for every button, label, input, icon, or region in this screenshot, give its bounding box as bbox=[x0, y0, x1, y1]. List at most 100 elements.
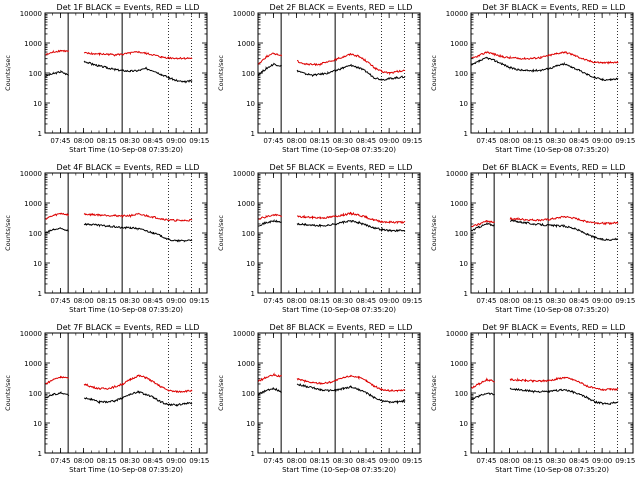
y-tick-label: 10 bbox=[33, 420, 42, 428]
plot-frame bbox=[257, 12, 421, 134]
x-tick-label: 08:45 bbox=[356, 457, 376, 465]
y-tick-label: 10000 bbox=[233, 330, 255, 338]
y-axis-label: Counts/sec bbox=[4, 55, 12, 91]
x-tick-label: 09:15 bbox=[615, 137, 635, 145]
series-line-events bbox=[471, 387, 619, 406]
x-tick-label: 08:45 bbox=[143, 297, 163, 305]
x-tick-label: 08:30 bbox=[120, 457, 140, 465]
chart-title: Det 8F BLACK = Events, RED = LLD bbox=[270, 323, 413, 332]
x-tick-label: 08:45 bbox=[569, 297, 589, 305]
detector-panel-4: Det 4F BLACK = Events, RED = LLD 1 10 100 10… bbox=[0, 160, 213, 320]
y-tick-label: 100 bbox=[29, 230, 42, 238]
chart-title: Det 5F BLACK = Events, RED = LLD bbox=[270, 163, 413, 172]
series-line-lld bbox=[45, 49, 193, 60]
x-tick-label: 09:00 bbox=[379, 457, 399, 465]
x-tick-label: 08:30 bbox=[333, 297, 353, 305]
y-tick-label: 10000 bbox=[20, 10, 42, 18]
x-tick-label: 08:00 bbox=[499, 457, 519, 465]
plot-frame bbox=[470, 332, 634, 454]
x-tick-label: 09:00 bbox=[592, 457, 612, 465]
series-line-lld bbox=[471, 50, 619, 65]
chart-svg: Det 2F BLACK = Events, RED = LLD 1 10 100 10… bbox=[217, 3, 422, 154]
y-axis-label: Counts/sec bbox=[430, 375, 438, 411]
x-tick-label: 07:45 bbox=[476, 297, 496, 305]
detector-panel-2: Det 2F BLACK = Events, RED = LLD 1 10 100 10… bbox=[213, 0, 426, 160]
detector-panel-8: Det 8F BLACK = Events, RED = LLD 1 10 100 10… bbox=[213, 320, 426, 480]
y-tick-label: 1000 bbox=[450, 200, 468, 208]
x-axis-label: Start Time (10-Sep-08 07:35:20) bbox=[282, 466, 396, 474]
x-tick-label: 07:45 bbox=[50, 297, 70, 305]
series-line-lld bbox=[45, 374, 193, 394]
x-tick-label: 09:00 bbox=[379, 137, 399, 145]
x-tick-label: 09:00 bbox=[166, 297, 186, 305]
series-line-lld bbox=[258, 52, 406, 76]
y-tick-label: 1000 bbox=[237, 200, 255, 208]
x-tick-label: 08:45 bbox=[143, 137, 163, 145]
series-line-events bbox=[45, 60, 193, 84]
chart-svg: Det 3F BLACK = Events, RED = LLD 1 10 100 10… bbox=[430, 3, 635, 154]
x-tick-label: 08:00 bbox=[73, 297, 93, 305]
y-tick-label: 1 bbox=[464, 450, 468, 458]
x-tick-label: 08:15 bbox=[523, 457, 543, 465]
y-tick-label: 1000 bbox=[237, 360, 255, 368]
chart-svg: Det 6F BLACK = Events, RED = LLD 1 10 100 10… bbox=[430, 163, 635, 314]
x-tick-label: 08:45 bbox=[356, 137, 376, 145]
x-tick-label: 09:15 bbox=[189, 297, 209, 305]
x-tick-label: 08:15 bbox=[97, 297, 117, 305]
x-axis-label: Start Time (10-Sep-08 07:35:20) bbox=[282, 146, 396, 154]
y-tick-label: 10 bbox=[33, 100, 42, 108]
x-tick-label: 08:00 bbox=[286, 137, 306, 145]
x-tick-label: 09:15 bbox=[615, 457, 635, 465]
x-tick-label: 09:00 bbox=[592, 137, 612, 145]
x-tick-label: 08:00 bbox=[286, 297, 306, 305]
x-tick-label: 08:45 bbox=[569, 457, 589, 465]
x-tick-label: 08:30 bbox=[333, 457, 353, 465]
x-tick-label: 07:45 bbox=[263, 297, 283, 305]
x-tick-label: 08:45 bbox=[569, 137, 589, 145]
x-tick-label: 08:00 bbox=[499, 137, 519, 145]
chart-title: Det 4F BLACK = Events, RED = LLD bbox=[57, 163, 200, 172]
x-tick-label: 08:15 bbox=[523, 137, 543, 145]
y-tick-label: 1000 bbox=[450, 360, 468, 368]
series-line-lld bbox=[45, 212, 193, 222]
y-axis-label: Counts/sec bbox=[430, 55, 438, 91]
x-axis-label: Start Time (10-Sep-08 07:35:20) bbox=[282, 306, 396, 314]
y-tick-label: 100 bbox=[242, 70, 255, 78]
y-tick-label: 100 bbox=[242, 230, 255, 238]
y-tick-label: 100 bbox=[29, 390, 42, 398]
chart-svg: Det 7F BLACK = Events, RED = LLD 1 10 100 10… bbox=[4, 323, 209, 474]
x-tick-label: 08:00 bbox=[73, 137, 93, 145]
series-line-events bbox=[258, 62, 406, 81]
x-tick-label: 09:00 bbox=[379, 297, 399, 305]
x-tick-label: 07:45 bbox=[263, 457, 283, 465]
y-axis-label: Counts/sec bbox=[4, 375, 12, 411]
x-axis-label: Start Time (10-Sep-08 07:35:20) bbox=[69, 146, 183, 154]
detector-panel-5: Det 5F BLACK = Events, RED = LLD 1 10 100 10… bbox=[213, 160, 426, 320]
plot-frame bbox=[257, 172, 421, 294]
x-tick-label: 09:00 bbox=[592, 297, 612, 305]
y-tick-label: 1 bbox=[38, 130, 42, 138]
y-axis-label: Counts/sec bbox=[4, 215, 12, 251]
plot-frame bbox=[44, 12, 208, 134]
x-tick-label: 08:15 bbox=[310, 297, 330, 305]
y-tick-label: 100 bbox=[455, 390, 468, 398]
series-line-events bbox=[471, 56, 619, 82]
chart-svg: Det 8F BLACK = Events, RED = LLD 1 10 100 10… bbox=[217, 323, 422, 474]
y-tick-label: 10 bbox=[33, 260, 42, 268]
plot-frame bbox=[257, 332, 421, 454]
x-tick-label: 08:00 bbox=[499, 297, 519, 305]
x-tick-label: 08:45 bbox=[143, 457, 163, 465]
series-line-events bbox=[471, 219, 619, 241]
x-tick-label: 07:45 bbox=[476, 137, 496, 145]
y-tick-label: 1 bbox=[464, 290, 468, 298]
x-tick-label: 08:30 bbox=[120, 137, 140, 145]
series-line-lld bbox=[471, 215, 619, 228]
detector-panel-7: Det 7F BLACK = Events, RED = LLD 1 10 100 10… bbox=[0, 320, 213, 480]
y-tick-label: 100 bbox=[242, 390, 255, 398]
x-tick-label: 09:00 bbox=[166, 137, 186, 145]
y-tick-label: 100 bbox=[29, 70, 42, 78]
series-line-events bbox=[258, 218, 406, 233]
y-tick-label: 1 bbox=[251, 290, 255, 298]
y-tick-label: 10000 bbox=[446, 170, 468, 178]
